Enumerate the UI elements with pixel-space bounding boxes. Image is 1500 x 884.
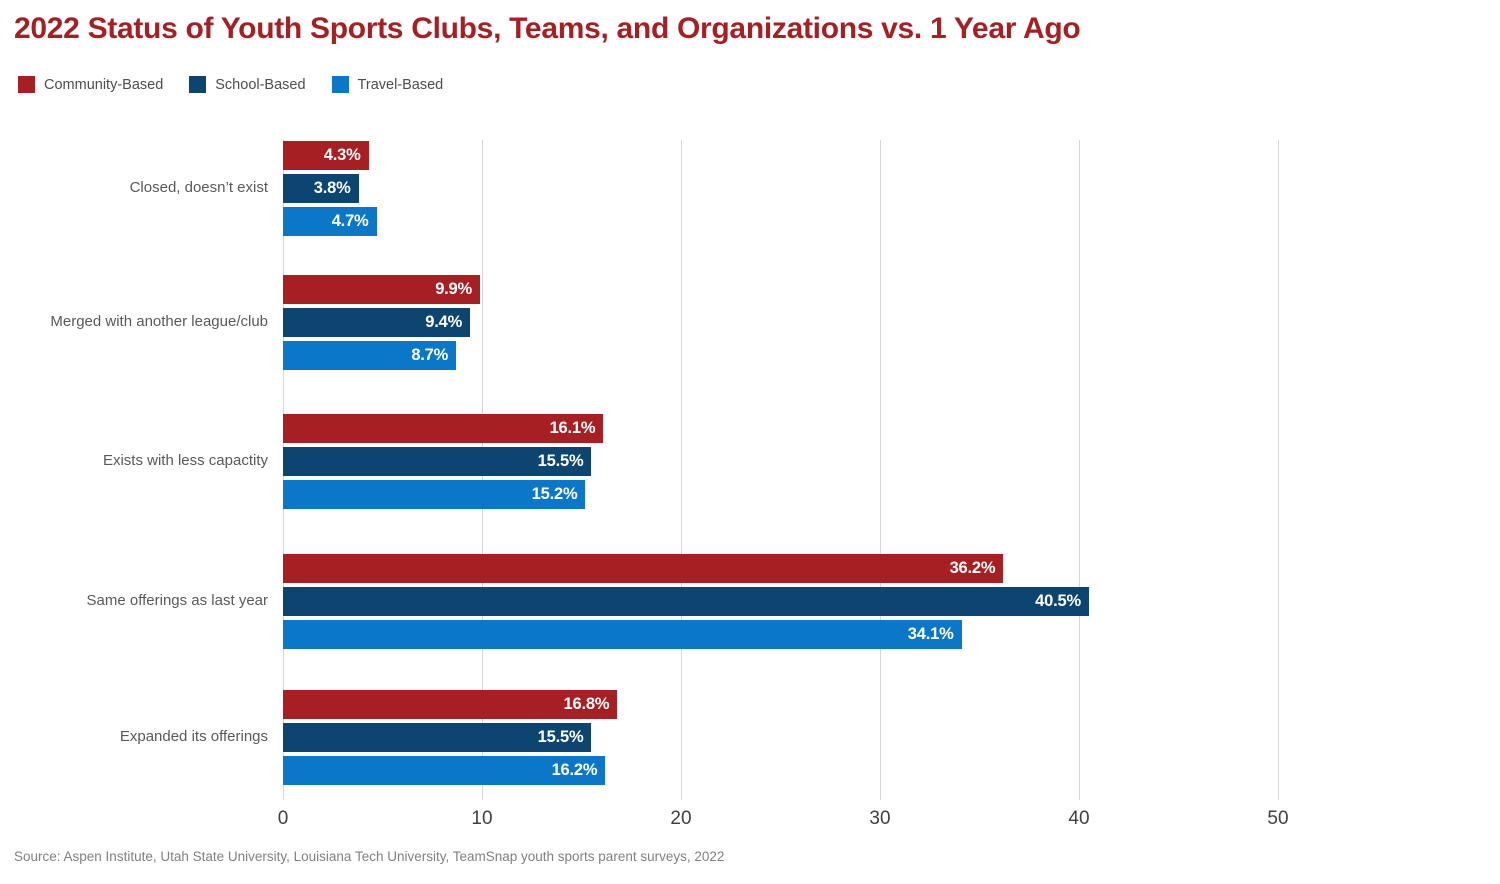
bar-row: 4.3%	[283, 141, 1278, 170]
bar-community-based[interactable]: 16.1%	[283, 414, 604, 443]
bar-school-based[interactable]: 9.4%	[283, 308, 471, 337]
bar-row: 9.9%	[283, 275, 1278, 304]
bar-value-label: 15.5%	[537, 728, 584, 746]
bar-value-label: 4.7%	[331, 212, 369, 230]
legend-item-community-based: Community-Based	[18, 76, 163, 93]
bar-group: Exists with less capactity 16.1% 15.5% 15.2…	[0, 414, 1500, 509]
bar-community-based[interactable]: 36.2%	[283, 554, 1004, 583]
bar-row: 34.1%	[283, 620, 1278, 649]
legend-swatch-travel-based	[331, 76, 349, 93]
bar-group: Same offerings as last year 36.2% 40.5% 34.…	[0, 554, 1500, 649]
bar-row: 3.8%	[283, 174, 1278, 203]
bar-row: 16.1%	[283, 414, 1278, 443]
category-label: Same offerings as last year	[86, 592, 268, 609]
bar-community-based[interactable]: 9.9%	[283, 275, 480, 304]
bar-row: 40.5%	[283, 587, 1278, 616]
x-axis-tick-label-40: 40	[1068, 808, 1090, 829]
gridline-50	[1278, 140, 1279, 800]
legend-item-travel-based: Travel-Based	[331, 76, 444, 93]
bar-value-label: 9.4%	[425, 313, 463, 331]
chart-legend: Community-Based School-Based Travel-Base…	[18, 76, 443, 93]
bar-school-based[interactable]: 3.8%	[283, 174, 359, 203]
bar-value-label: 4.3%	[323, 146, 361, 164]
page-title: 2022 Status of Youth Sports Clubs, Teams…	[14, 12, 1081, 45]
x-axis-tick-label-50: 50	[1267, 808, 1289, 829]
legend-label-travel-based: Travel-Based	[357, 76, 444, 93]
bar-group: Closed, doesn’t exist 4.3% 3.8% 4.7%	[0, 141, 1500, 236]
bar-travel-based[interactable]: 16.2%	[283, 756, 606, 785]
bar-row: 4.7%	[283, 207, 1278, 236]
bar-row: 15.5%	[283, 447, 1278, 476]
bar-value-label: 16.1%	[549, 419, 596, 437]
bar-value-label: 15.5%	[537, 452, 584, 470]
bar-school-based[interactable]: 15.5%	[283, 447, 592, 476]
bar-row: 9.4%	[283, 308, 1278, 337]
gridline-20	[681, 140, 682, 800]
x-axis-tick-label-0: 0	[277, 808, 289, 829]
bar-travel-based[interactable]: 15.2%	[283, 480, 586, 509]
x-axis-tick-label-20: 20	[670, 808, 692, 829]
bar-value-label: 16.2%	[551, 761, 598, 779]
bar-row: 15.5%	[283, 723, 1278, 752]
bar-value-label: 40.5%	[1035, 592, 1081, 610]
source-note: Source: Aspen Institute, Utah State Univ…	[14, 849, 725, 864]
bar-row: 36.2%	[283, 554, 1278, 583]
gridline-30	[880, 140, 881, 800]
category-label: Merged with another league/club	[50, 313, 268, 330]
category-label: Closed, doesn’t exist	[129, 179, 268, 196]
bar-value-label: 16.8%	[563, 695, 610, 713]
bar-row: 15.2%	[283, 480, 1278, 509]
bar-row: 16.2%	[283, 756, 1278, 785]
legend-label-school-based: School-Based	[215, 76, 306, 93]
bar-value-label: 9.9%	[435, 280, 472, 298]
bar-value-label: 8.7%	[411, 346, 449, 364]
legend-swatch-community-based	[18, 76, 35, 93]
bar-community-based[interactable]: 4.3%	[283, 141, 369, 170]
bar-row: 8.7%	[283, 341, 1278, 370]
category-label: Expanded its offerings	[119, 728, 268, 745]
bar-school-based[interactable]: 15.5%	[283, 723, 592, 752]
bar-travel-based[interactable]: 4.7%	[283, 207, 377, 236]
bar-value-label: 15.2%	[531, 485, 578, 503]
bar-group: Merged with another league/club 9.9% 9.4% 8…	[0, 275, 1500, 370]
x-axis-tick-label-10: 10	[471, 808, 493, 829]
bar-travel-based[interactable]: 8.7%	[283, 341, 457, 370]
bar-row: 16.8%	[283, 690, 1278, 719]
legend-label-community-based: Community-Based	[44, 76, 164, 93]
legend-swatch-school-based	[189, 76, 207, 93]
bar-community-based[interactable]: 16.8%	[283, 690, 618, 719]
bar-group: Expanded its offerings 16.8% 15.5% 16.2%	[0, 690, 1500, 785]
bar-value-label: 36.2%	[949, 559, 996, 577]
bar-travel-based[interactable]: 34.1%	[283, 620, 962, 649]
gridline-40	[1079, 140, 1080, 800]
bar-value-label: 34.1%	[907, 625, 954, 643]
legend-item-school-based: School-Based	[189, 76, 306, 93]
category-label: Exists with less capactity	[102, 452, 268, 469]
bar-value-label: 3.8%	[313, 179, 351, 197]
bar-school-based[interactable]: 40.5%	[283, 587, 1089, 616]
x-axis-tick-label-30: 30	[869, 808, 891, 829]
